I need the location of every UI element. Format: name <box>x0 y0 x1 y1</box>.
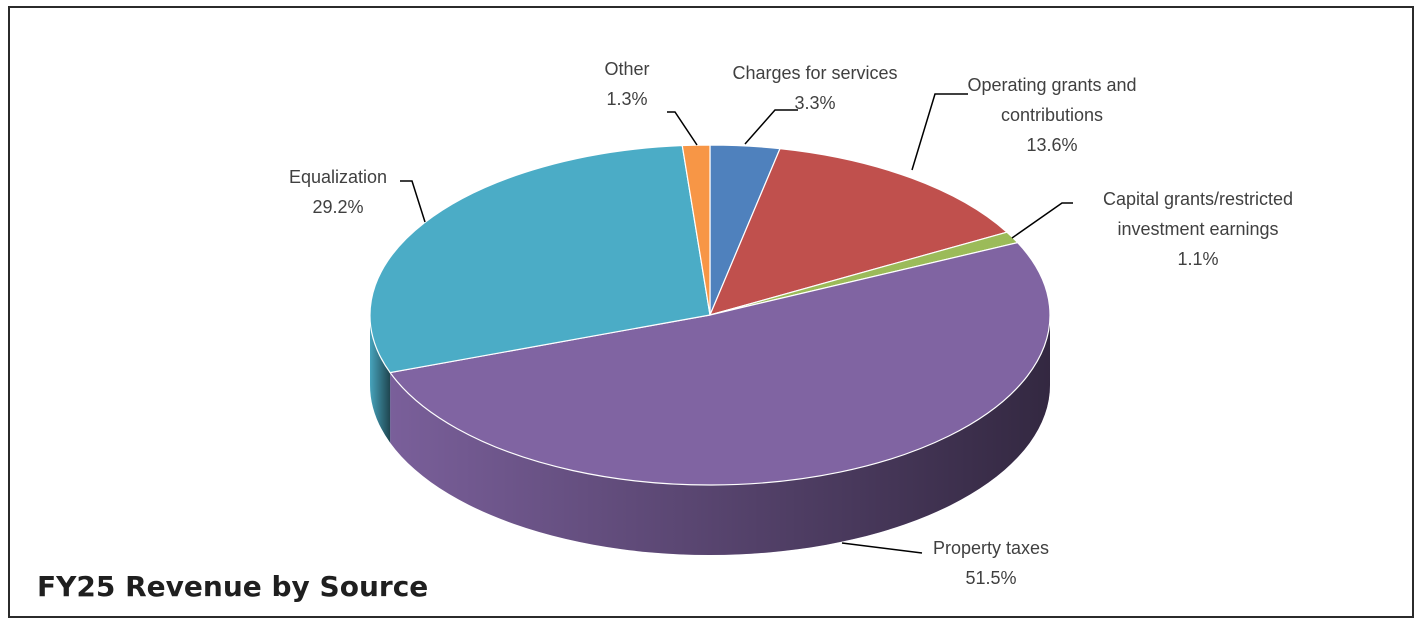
chart-title: FY25 Revenue by Source <box>37 570 428 603</box>
data-label-value-property-taxes: 51.5% <box>965 568 1016 588</box>
leader-line-charges-for-services <box>744 109 798 145</box>
leader-line-operating-grants-and-contributions <box>911 93 968 171</box>
pie-slice-operating-grants-and-contributions <box>708 147 1009 316</box>
pie-slices <box>369 144 1051 486</box>
leader-line-capital-grants-restricted-investment-earnings <box>1011 202 1073 239</box>
leader-line-other <box>667 111 698 146</box>
data-label-value-charges-for-services: 3.3% <box>794 93 835 113</box>
data-labels: Charges for services 3.3% Operating grants… <box>289 59 1293 588</box>
data-label-value-equalization: 29.2% <box>312 197 363 217</box>
leader-lines <box>400 93 1073 554</box>
pie-slice-other <box>681 144 711 316</box>
pie-side-shade-property-taxes <box>390 315 1050 556</box>
data-label-name-capital-grants-restricted-investment-earnings: Capital grants/restricted <box>1103 189 1293 209</box>
pie-side-shade-equalization <box>370 315 391 443</box>
data-label-name-operating-grants-and-contributions: contributions <box>1001 105 1103 125</box>
leader-line-equalization <box>400 180 426 223</box>
pie-side-walls <box>370 315 1050 556</box>
data-label-value-other: 1.3% <box>606 89 647 109</box>
pie-slice-equalization <box>369 144 711 374</box>
data-label-name-charges-for-services: Charges for services <box>732 63 897 83</box>
data-label-value-operating-grants-and-contributions: 13.6% <box>1026 135 1077 155</box>
pie-slice-property-taxes <box>389 241 1051 486</box>
data-label-name-other: Other <box>604 59 649 79</box>
data-label-name-capital-grants-restricted-investment-earnings: investment earnings <box>1117 219 1278 239</box>
leader-line-property-taxes <box>841 542 923 554</box>
data-label-name-equalization: Equalization <box>289 167 387 187</box>
data-label-name-property-taxes: Property taxes <box>933 538 1049 558</box>
data-label-name-operating-grants-and-contributions: Operating grants and <box>967 75 1136 95</box>
data-label-value-capital-grants-restricted-investment-earnings: 1.1% <box>1177 249 1218 269</box>
